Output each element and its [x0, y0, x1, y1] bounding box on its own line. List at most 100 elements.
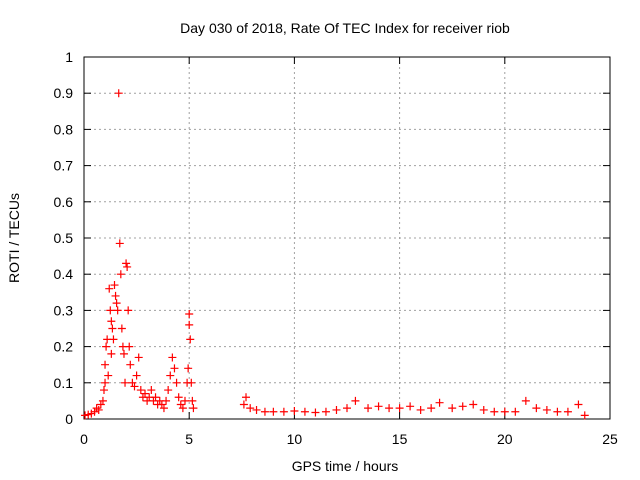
data-point [119, 349, 128, 358]
data-point [385, 404, 394, 413]
data-point [178, 404, 187, 413]
y-tick-label: 0.3 [54, 302, 74, 318]
data-point [188, 396, 197, 405]
data-point [166, 371, 175, 380]
x-tick-label: 25 [602, 431, 618, 447]
data-point [98, 396, 107, 405]
data-point [102, 342, 111, 351]
data-point [351, 396, 360, 405]
data-point [448, 404, 457, 413]
data-point [110, 281, 119, 290]
data-point [174, 393, 183, 402]
data-point [435, 398, 444, 407]
data-point [574, 400, 583, 409]
data-point [563, 407, 572, 416]
data-point [170, 364, 179, 373]
data-point [180, 396, 189, 405]
data-point [300, 407, 309, 416]
data-point [162, 396, 171, 405]
data-point [364, 404, 373, 413]
data-point [130, 382, 139, 391]
data-point [458, 402, 467, 411]
data-point [168, 353, 177, 362]
y-axis: 0 0.1 0.2 0.3 0.4 0.5 0.6 0.7 0.8 0.9 1 [54, 49, 610, 427]
data-point [521, 396, 530, 405]
data-point [125, 342, 134, 351]
data-point [108, 324, 117, 333]
data-point [189, 404, 198, 413]
y-tick-label: 0.6 [54, 194, 74, 210]
data-point [113, 306, 122, 315]
y-tick-label: 0.4 [54, 266, 74, 282]
data-point [123, 262, 132, 271]
data-point [553, 407, 562, 416]
data-point [105, 284, 114, 293]
data-point [116, 270, 125, 279]
y-tick-label: 0.9 [54, 85, 74, 101]
data-point [416, 405, 425, 414]
data-point [311, 408, 320, 417]
chart-title: Day 030 of 2018, Rate Of TEC Index for r… [180, 20, 510, 36]
x-tick-label: 10 [287, 431, 303, 447]
data-point [186, 335, 195, 344]
y-tick-label: 0.5 [54, 230, 74, 246]
data-point [406, 402, 415, 411]
data-point [92, 404, 101, 413]
grid [84, 57, 610, 419]
data-point [290, 407, 299, 416]
data-point [246, 404, 255, 413]
data-point [126, 360, 135, 369]
y-tick-label: 0.8 [54, 121, 74, 137]
data-point [164, 386, 173, 395]
data-point [469, 400, 478, 409]
data-point [185, 320, 194, 329]
data-point [114, 89, 123, 98]
data-point [134, 353, 143, 362]
y-tick-label: 0.7 [54, 158, 74, 174]
data-point [124, 306, 133, 315]
data-points [81, 89, 589, 420]
data-point [479, 405, 488, 414]
data-point [117, 324, 126, 333]
data-point [252, 405, 261, 414]
data-point [96, 400, 105, 409]
data-point [112, 299, 121, 308]
data-point [427, 404, 436, 413]
y-tick-label: 0.2 [54, 339, 74, 355]
data-point [269, 407, 278, 416]
data-point [321, 407, 330, 416]
data-point [374, 402, 383, 411]
x-tick-label: 15 [392, 431, 408, 447]
data-point [176, 400, 185, 409]
data-point [147, 386, 156, 395]
data-point [122, 259, 131, 268]
data-point [107, 317, 116, 326]
data-point [151, 393, 160, 402]
data-point [107, 349, 116, 358]
data-point [101, 360, 110, 369]
data-point [132, 371, 141, 380]
data-point [106, 306, 115, 315]
data-point [128, 378, 137, 387]
data-point [104, 371, 113, 380]
x-axis: 0 5 10 15 20 25 [80, 57, 618, 447]
data-point [184, 364, 193, 373]
data-point [121, 378, 130, 387]
data-point [94, 405, 103, 414]
data-point [395, 404, 404, 413]
data-point [260, 407, 269, 416]
x-tick-label: 5 [185, 431, 193, 447]
data-point [115, 239, 124, 248]
x-axis-label: GPS time / hours [292, 458, 399, 474]
data-point [172, 378, 181, 387]
data-point [101, 378, 110, 387]
plot-frame [83, 56, 611, 420]
data-point [500, 407, 509, 416]
data-point [580, 411, 589, 420]
data-point [532, 404, 541, 413]
y-axis-label: ROTI / TECUs [6, 193, 22, 283]
data-point [242, 393, 251, 402]
data-point [136, 386, 145, 395]
x-tick-label: 20 [497, 431, 513, 447]
